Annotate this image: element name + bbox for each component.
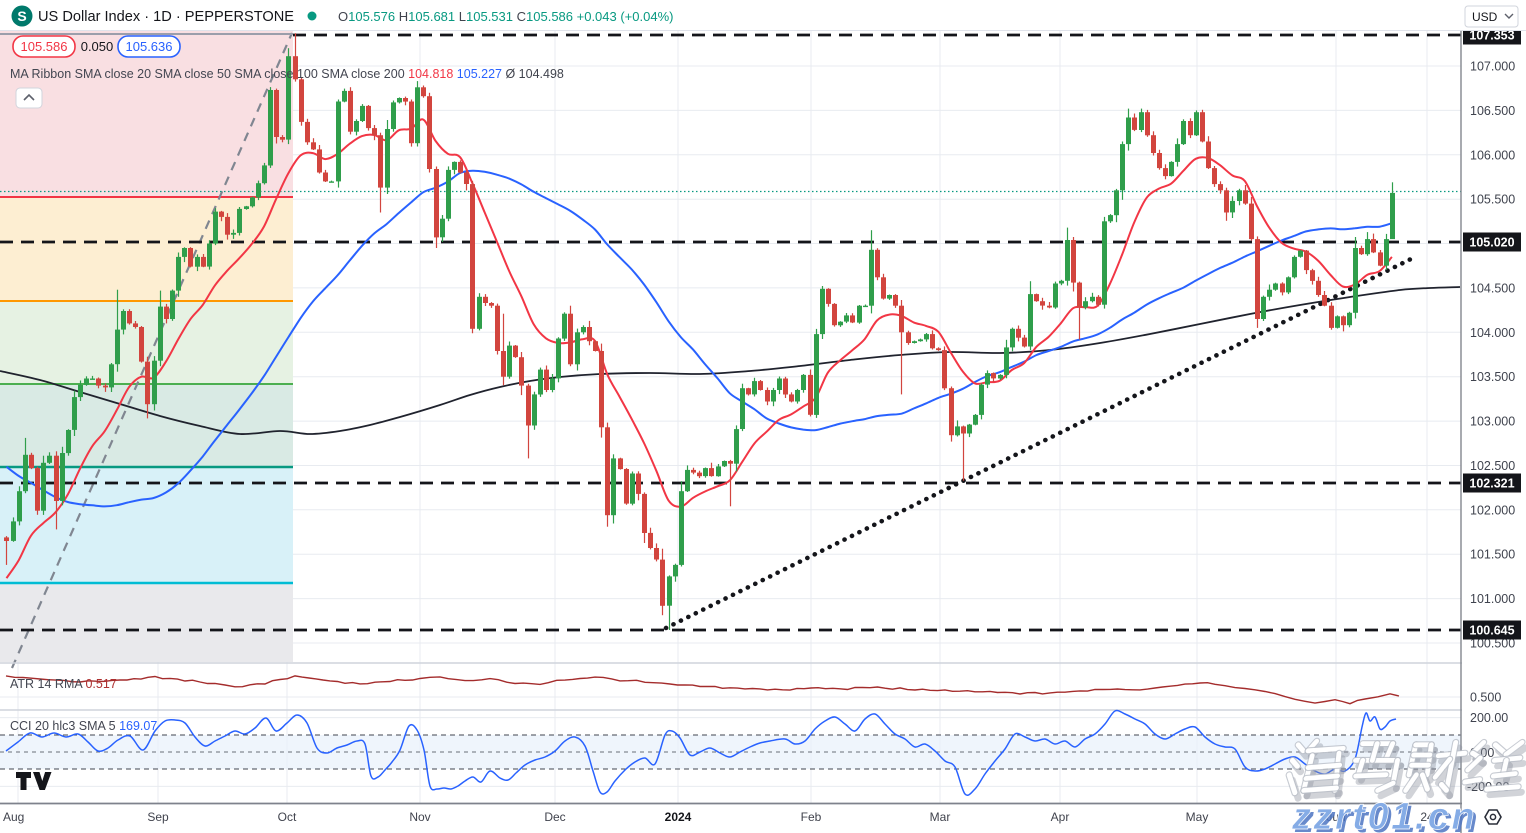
svg-text:103.000: 103.000 bbox=[1470, 415, 1515, 429]
svg-text:0.050: 0.050 bbox=[81, 39, 114, 54]
svg-text:2024: 2024 bbox=[665, 810, 692, 824]
svg-text:CCI 20 hlc3 SMA 5 169.07: CCI 20 hlc3 SMA 5 169.07 bbox=[10, 719, 157, 733]
svg-text:104.500: 104.500 bbox=[1470, 281, 1515, 295]
svg-text:100.645: 100.645 bbox=[1469, 624, 1514, 638]
svg-text:104.000: 104.000 bbox=[1470, 326, 1515, 340]
svg-text:Feb: Feb bbox=[801, 810, 822, 824]
svg-text:105.586: 105.586 bbox=[21, 39, 68, 54]
svg-text:107.000: 107.000 bbox=[1470, 60, 1515, 74]
svg-text:Dec: Dec bbox=[544, 810, 565, 824]
svg-text:200.00: 200.00 bbox=[1470, 711, 1508, 725]
svg-text:Nov: Nov bbox=[409, 810, 430, 824]
svg-text:Aug: Aug bbox=[3, 810, 24, 824]
svg-text:Mar: Mar bbox=[930, 810, 951, 824]
svg-text:MA Ribbon SMA close 20 SMA clo: MA Ribbon SMA close 20 SMA close 50 SMA … bbox=[10, 67, 564, 81]
svg-text:103.500: 103.500 bbox=[1470, 370, 1515, 384]
svg-text:107.353: 107.353 bbox=[1469, 29, 1514, 43]
svg-text:Jun: Jun bbox=[1326, 810, 1345, 824]
svg-text:105.020: 105.020 bbox=[1469, 236, 1514, 250]
svg-text:May: May bbox=[1186, 810, 1209, 824]
svg-text:101.500: 101.500 bbox=[1470, 548, 1515, 562]
svg-text:zzrt01.cn: zzrt01.cn bbox=[1294, 799, 1480, 833]
svg-text:ATR 14 RMA 0.517: ATR 14 RMA 0.517 bbox=[10, 677, 117, 691]
svg-text:US Dollar Index · 1D · PEPPERS: US Dollar Index · 1D · PEPPERSTONE bbox=[38, 9, 294, 25]
svg-text:100.500: 100.500 bbox=[1470, 637, 1515, 651]
svg-text:Oct: Oct bbox=[278, 810, 297, 824]
svg-text:102.321: 102.321 bbox=[1469, 477, 1514, 491]
svg-text:106.500: 106.500 bbox=[1470, 104, 1515, 118]
svg-text:0.500: 0.500 bbox=[1470, 691, 1501, 705]
svg-text:106.000: 106.000 bbox=[1470, 148, 1515, 162]
svg-text:105.500: 105.500 bbox=[1470, 193, 1515, 207]
svg-text:USD: USD bbox=[1472, 10, 1498, 24]
svg-text:zzrt01.cn: zzrt01.cn bbox=[1291, 796, 1477, 833]
svg-text:Sep: Sep bbox=[147, 810, 169, 824]
svg-text:S: S bbox=[17, 8, 26, 24]
svg-text:102.000: 102.000 bbox=[1470, 503, 1515, 517]
svg-text:102.500: 102.500 bbox=[1470, 459, 1515, 473]
svg-text:Apr: Apr bbox=[1051, 810, 1070, 824]
svg-text:105.636: 105.636 bbox=[126, 39, 173, 54]
svg-text:101.000: 101.000 bbox=[1470, 592, 1515, 606]
svg-text:O105.576 H105.681 L105.531 C10: O105.576 H105.681 L105.531 C105.586 +0.0… bbox=[338, 9, 673, 24]
svg-text:24: 24 bbox=[1420, 810, 1434, 824]
